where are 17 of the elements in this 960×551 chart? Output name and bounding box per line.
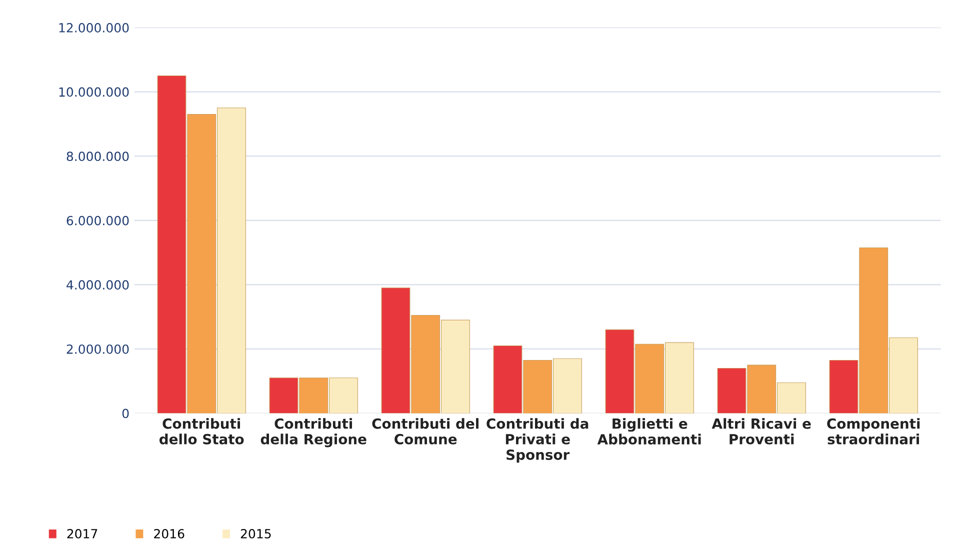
legend-label: 2015 xyxy=(240,528,271,538)
x-tick-label: Contributi della Regione xyxy=(260,418,366,448)
y-tick-label: 8.000.000 xyxy=(66,152,129,162)
y-tick-label: 0 xyxy=(122,408,129,418)
x-tick-label: Contributi del Comune xyxy=(372,418,478,444)
x-tick-label: Componenti straordinari xyxy=(827,418,920,444)
y-tick-label: 10.000.000 xyxy=(59,87,129,97)
y-tick-label: 2.000.000 xyxy=(66,344,129,354)
legend-label: 2017 xyxy=(67,528,98,538)
x-tick-label: Biglietti e Abbonamenti xyxy=(597,418,701,445)
y-tick-label: 12.000.000 xyxy=(59,23,129,32)
y-tick-label: 6.000.000 xyxy=(66,216,129,226)
legend-label: 2016 xyxy=(154,528,184,538)
x-tick-label: Contributi dello Stato xyxy=(159,418,244,444)
x-tick-label: Altri Ricavi e Proventi xyxy=(712,418,811,444)
x-tick-label: Contributi da Privati e Sponsor xyxy=(486,418,588,463)
y-tick-label: 4.000.000 xyxy=(66,280,129,290)
